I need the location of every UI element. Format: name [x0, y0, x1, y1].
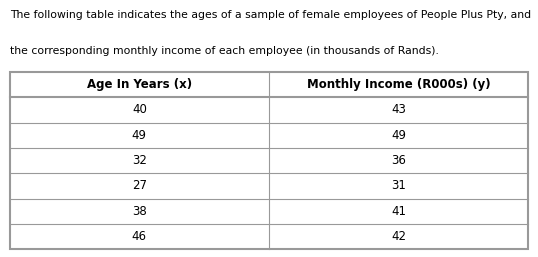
Text: 31: 31: [391, 179, 406, 192]
Text: 43: 43: [391, 104, 406, 116]
Text: 38: 38: [132, 205, 147, 218]
Text: 36: 36: [391, 154, 406, 167]
Text: 49: 49: [132, 129, 147, 142]
Text: 46: 46: [132, 230, 147, 243]
Text: 49: 49: [391, 129, 406, 142]
Bar: [10, 72, 528, 249]
Text: Age In Years (x): Age In Years (x): [87, 78, 192, 91]
Text: 42: 42: [391, 230, 406, 243]
Text: 32: 32: [132, 154, 147, 167]
Text: the corresponding monthly income of each employee (in thousands of Rands).: the corresponding monthly income of each…: [10, 46, 438, 56]
Text: 41: 41: [391, 205, 406, 218]
Text: 27: 27: [132, 179, 147, 192]
Text: The following table indicates the ages of a sample of female employees of People: The following table indicates the ages o…: [10, 10, 531, 20]
Text: Monthly Income (R000s) (y): Monthly Income (R000s) (y): [307, 78, 491, 91]
Text: 40: 40: [132, 104, 147, 116]
